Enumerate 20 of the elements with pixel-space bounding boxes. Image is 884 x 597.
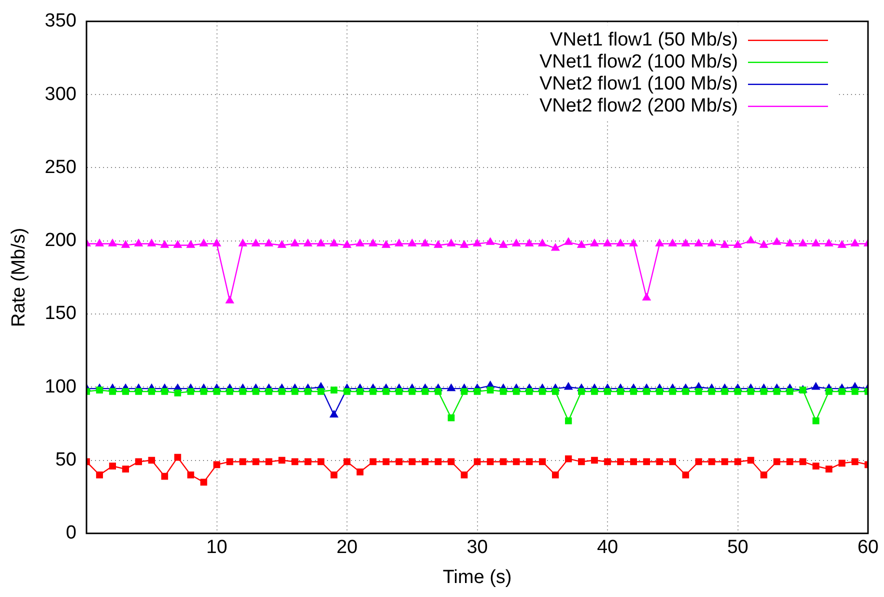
x-tick-label: 20	[336, 537, 358, 558]
x-tick-label: 60	[857, 537, 879, 558]
legend-label: VNet2 flow2 (200 Mb/s)	[539, 96, 738, 117]
y-tick-label: 350	[44, 10, 76, 32]
y-tick-label: 50	[55, 449, 76, 470]
x-tick-label: 10	[206, 537, 228, 558]
legend-label: VNet1 flow1 (50 Mb/s)	[550, 30, 738, 51]
x-axis-title: Time (s)	[442, 566, 512, 588]
x-tick-label: 40	[596, 537, 618, 558]
x-tick-label: 30	[466, 537, 488, 558]
y-tick-label: 250	[44, 156, 76, 178]
y-tick-label: 0	[66, 522, 76, 544]
y-tick-label: 150	[44, 303, 76, 324]
x-tick-label: 50	[727, 537, 748, 558]
y-tick-label: 100	[44, 376, 76, 398]
legend-label: VNet2 flow1 (100 Mb/s)	[539, 74, 738, 95]
legend-label: VNet1 flow2 (100 Mb/s)	[539, 52, 738, 73]
y-tick-label: 200	[44, 230, 76, 252]
y-tick-label: 300	[44, 84, 76, 105]
y-axis-title: Rate (Mb/s)	[8, 228, 30, 328]
